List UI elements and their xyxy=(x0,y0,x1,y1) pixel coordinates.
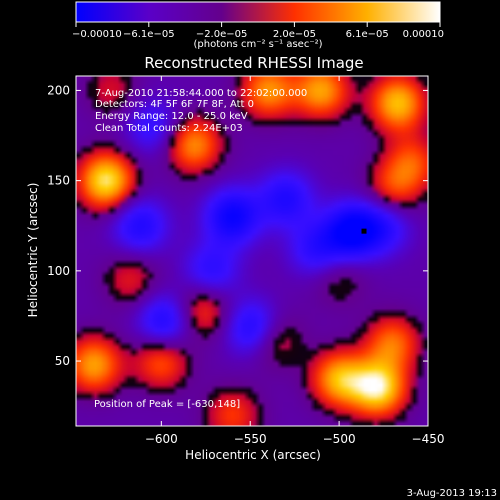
timestamp: 3-Aug-2013 19:13 xyxy=(407,488,497,499)
colorbar-ticks: −0.00010 −6.1e−05 −2.0e−05 2.0e−05 6.1e−05 0.… xyxy=(72,22,444,40)
x-tick-label: −500 xyxy=(323,432,356,446)
x-tick-label: −550 xyxy=(234,432,267,446)
x-axis-label: Heliocentric X (arcsec) xyxy=(185,448,321,462)
colorbar-unit-label: (photons cm⁻² s⁻¹ asec⁻²) xyxy=(193,39,322,50)
x-tick-label: −450 xyxy=(412,432,445,446)
annotation-detectors: Detectors: 4F 5F 6F 7F 8F, Att 0 xyxy=(95,99,254,110)
y-axis-ticks: 50 100 150 200 xyxy=(47,83,428,368)
peak-marker xyxy=(361,228,367,234)
colorbar-tick-label: −0.00010 xyxy=(72,29,122,40)
peak-position-label: Position of Peak = [-630,148] xyxy=(94,399,240,410)
y-tick-label: 200 xyxy=(47,83,70,97)
annotation-time-range: 7-Aug-2010 21:58:44.000 to 22:02:00.000 xyxy=(95,88,307,99)
heatmap-image xyxy=(76,76,428,426)
annotation-counts: Clean Total counts: 2.24E+03 xyxy=(95,123,243,134)
y-tick-label: 100 xyxy=(47,264,70,278)
y-axis-label: Heliocentric Y (arcsec) xyxy=(26,183,40,318)
colorbar-tick-label: −6.1e−05 xyxy=(123,29,175,40)
colorbar-tick-label: −2.0e−05 xyxy=(196,29,248,40)
annotation-energy: Energy Range: 12.0 - 25.0 keV xyxy=(95,111,248,122)
x-tick-label: −600 xyxy=(145,432,178,446)
x-axis-ticks: −600 −550 −500 −450 xyxy=(145,76,445,446)
annotation-block: 7-Aug-2010 21:58:44.000 to 22:02:00.000 … xyxy=(95,88,307,134)
plot-frame xyxy=(75,75,429,427)
colorbar-tick-label: 2.0e−05 xyxy=(273,29,316,40)
colorbar xyxy=(75,1,441,23)
y-tick-label: 150 xyxy=(47,174,70,188)
chart-title: Reconstructed RHESSI Image xyxy=(144,54,363,72)
colorbar-tick-label: 0.00010 xyxy=(403,29,444,40)
y-tick-label: 50 xyxy=(55,354,70,368)
colorbar-tick-label: 6.1e−05 xyxy=(346,29,389,40)
